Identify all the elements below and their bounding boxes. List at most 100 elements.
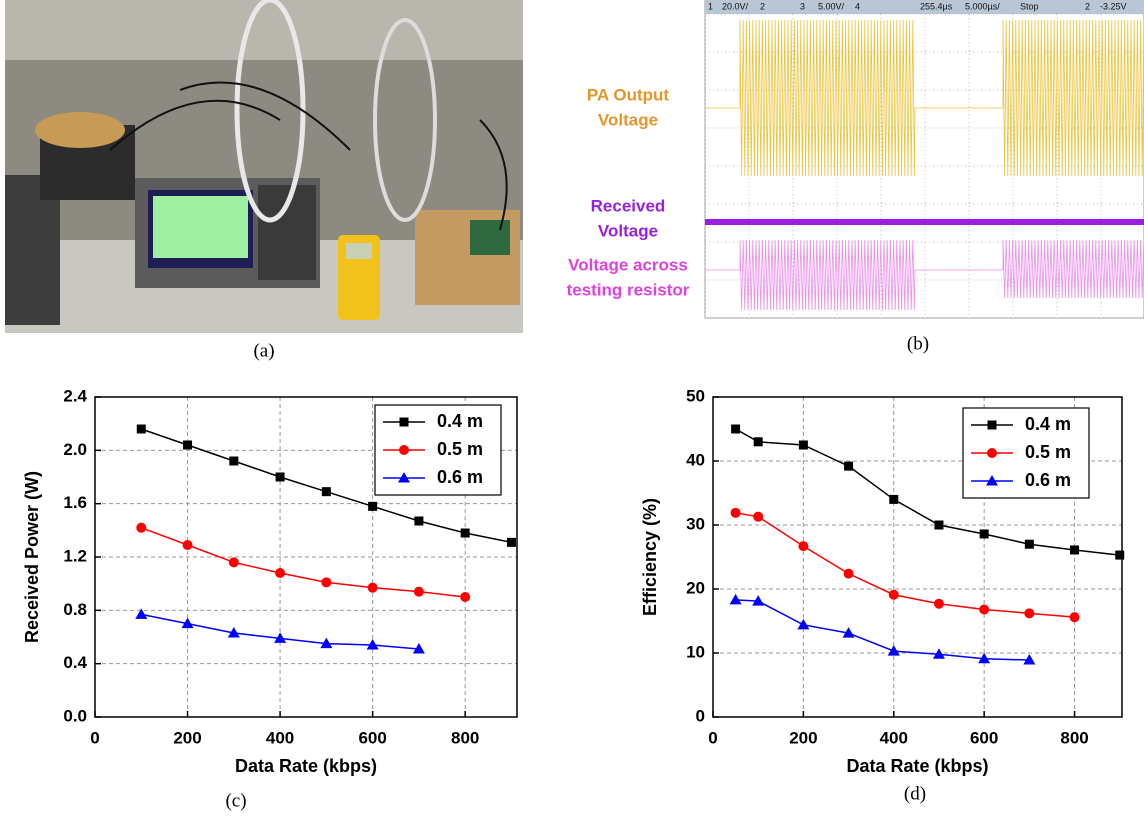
- marker: [979, 529, 989, 539]
- y-tick-label: 50: [686, 386, 705, 405]
- y-axis-label: Received Power (W): [22, 471, 42, 643]
- legend-label: 0.5 m: [437, 439, 483, 459]
- marker: [275, 568, 286, 578]
- caption: (c): [225, 790, 246, 811]
- x-axis-label: Data Rate (kbps): [235, 756, 377, 776]
- y-tick-label: 0: [696, 706, 705, 725]
- marker: [729, 593, 742, 605]
- marker: [181, 617, 194, 629]
- scope-header: -3.25V: [1100, 1, 1127, 11]
- marker: [753, 511, 764, 522]
- legend-label: 0.6 m: [437, 467, 483, 487]
- scope-label: Voltage across: [568, 255, 688, 274]
- series-line: [735, 428, 1120, 556]
- x-tick-label: 200: [789, 728, 817, 747]
- marker: [1024, 539, 1034, 549]
- marker: [798, 440, 808, 450]
- scope-header: 5.00V/: [818, 1, 845, 11]
- marker: [368, 501, 378, 511]
- caption: (a): [253, 340, 274, 361]
- scope-label: Voltage: [598, 110, 658, 129]
- series-line: [735, 599, 1030, 661]
- x-tick-label: 800: [451, 728, 479, 747]
- marker: [412, 643, 425, 654]
- marker: [889, 494, 899, 504]
- x-tick-label: 0: [90, 728, 99, 747]
- marker: [398, 472, 410, 483]
- scope-header: 4: [855, 1, 860, 11]
- marker: [460, 592, 471, 602]
- marker: [274, 632, 287, 643]
- marker: [321, 577, 332, 588]
- marker: [399, 417, 409, 427]
- marker: [366, 639, 379, 650]
- scope-header: 20.0V/: [722, 1, 749, 11]
- marker: [978, 652, 991, 664]
- oscilloscope: 1 20.0V/2 3 5.00V/4 255.4µs 5.000µs/Stop 2 -3.2…: [704, 0, 1144, 319]
- marker: [987, 448, 997, 458]
- legend-label: 0.4 m: [1025, 414, 1071, 434]
- marker: [987, 420, 997, 430]
- scope-label: testing resistor: [567, 280, 690, 299]
- y-tick-label: 40: [686, 450, 705, 469]
- marker: [1023, 654, 1036, 665]
- scope-header: Stop: [1020, 1, 1039, 11]
- scope-header: 2: [760, 1, 765, 11]
- pa-waveform: [705, 19, 1144, 177]
- received-waveform: [705, 219, 1144, 225]
- marker: [1024, 608, 1035, 619]
- marker: [506, 537, 516, 547]
- marker: [753, 437, 763, 447]
- marker: [320, 637, 333, 649]
- x-tick-label: 400: [880, 728, 908, 747]
- photo: [5, 0, 523, 333]
- y-tick-label: 0.4: [63, 653, 87, 672]
- scope-label: PA Output: [587, 85, 669, 104]
- marker: [979, 604, 990, 615]
- marker: [986, 475, 998, 486]
- marker: [1069, 612, 1080, 623]
- y-tick-label: 1.6: [63, 493, 87, 512]
- marker: [321, 487, 331, 497]
- y-tick-label: 2.4: [63, 386, 87, 405]
- marker: [414, 516, 424, 526]
- y-tick-label: 0.0: [63, 706, 87, 725]
- marker: [413, 586, 424, 597]
- marker: [182, 540, 193, 550]
- marker: [1070, 545, 1080, 555]
- marker: [843, 568, 854, 579]
- series-line: [735, 512, 1075, 618]
- scope-header: 5.000µs/: [965, 1, 1000, 11]
- marker: [275, 472, 285, 482]
- scope-label: Received: [591, 196, 666, 215]
- marker: [730, 507, 741, 518]
- x-tick-label: 800: [1060, 728, 1088, 747]
- marker: [844, 461, 854, 471]
- y-axis-label: Efficiency (%): [640, 498, 660, 616]
- marker: [136, 522, 147, 533]
- marker: [135, 608, 148, 619]
- y-tick-label: 0.8: [63, 600, 87, 619]
- marker: [229, 456, 239, 466]
- series-line: [141, 526, 466, 598]
- caption: (d): [904, 783, 926, 804]
- legend-label: 0.4 m: [437, 411, 483, 431]
- marker: [228, 557, 239, 568]
- x-tick-label: 200: [173, 728, 201, 747]
- scope-header: 1: [708, 1, 713, 11]
- plot-frame: [94, 396, 518, 718]
- x-axis-label: Data Rate (kbps): [846, 756, 988, 776]
- resistor-waveform: [705, 239, 1144, 311]
- marker: [460, 528, 470, 538]
- marker: [934, 520, 944, 530]
- marker: [731, 424, 741, 434]
- marker: [797, 618, 810, 630]
- marker: [752, 595, 765, 606]
- scope-header: 3: [800, 1, 805, 11]
- scope-header: 2: [1085, 1, 1090, 11]
- x-tick-label: 600: [358, 728, 386, 747]
- marker: [933, 598, 944, 609]
- x-tick-label: 0: [708, 728, 717, 747]
- y-tick-label: 10: [686, 642, 705, 661]
